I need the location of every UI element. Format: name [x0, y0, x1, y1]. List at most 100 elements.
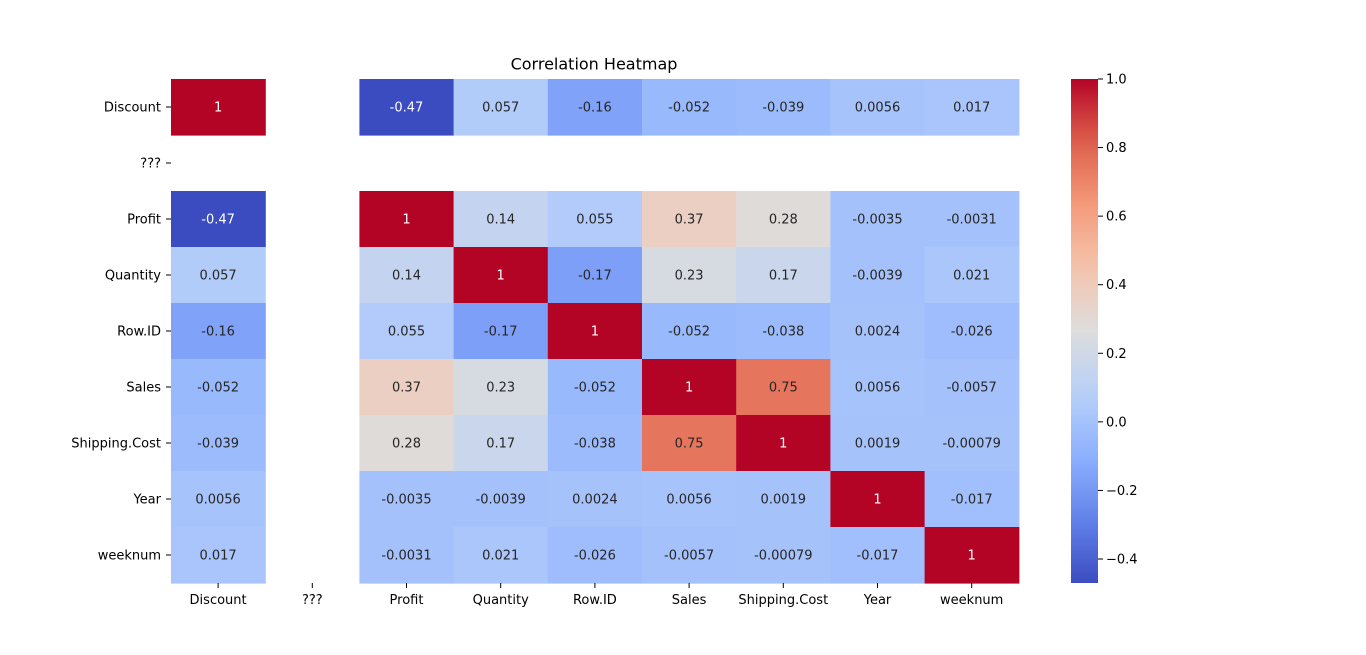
colorbar-tick-label: −0.2	[1106, 484, 1138, 499]
heatmap-cell	[453, 79, 549, 136]
row-label: ???	[140, 157, 161, 172]
heatmap-cell	[547, 527, 643, 584]
chart-title: Correlation Heatmap	[511, 55, 678, 74]
cell-annotation: 0.0056	[855, 101, 901, 116]
cell-annotation: 0.0019	[761, 493, 807, 508]
cell-annotation: -0.47	[390, 101, 424, 116]
cell-annotation: 0.057	[199, 269, 236, 284]
cell-annotation: 0.0056	[195, 493, 241, 508]
column-label: Year	[863, 593, 892, 608]
heatmap-cell	[453, 303, 549, 360]
cell-annotation: -0.038	[574, 437, 616, 452]
row-label: Quantity	[105, 269, 161, 284]
cell-annotation: -0.16	[578, 101, 612, 116]
cell-annotation: -0.017	[951, 493, 993, 508]
cell-annotation: -0.0057	[664, 549, 714, 564]
heatmap-cell	[547, 359, 643, 416]
heatmap-cell	[642, 79, 737, 136]
colorbar-tick-label: 0.4	[1106, 278, 1127, 293]
cell-annotation: 0.0024	[855, 325, 901, 340]
cell-annotation: -0.17	[484, 325, 518, 340]
cell-annotation: 0.14	[392, 269, 421, 284]
heatmap-cell	[359, 191, 455, 248]
cell-annotation: 1	[214, 101, 222, 116]
row-label: Row.ID	[117, 325, 161, 340]
heatmap-cell	[547, 79, 643, 136]
heatmap-cell	[171, 303, 266, 360]
cell-annotation: -0.052	[668, 325, 710, 340]
row-label: Sales	[126, 381, 161, 396]
cell-annotation: 0.055	[576, 213, 613, 228]
heatmap-cell	[171, 247, 266, 304]
heatmap-cell	[642, 247, 737, 304]
cell-annotation: 0.14	[486, 213, 515, 228]
cell-annotation: 0.75	[769, 381, 798, 396]
cell-annotation: 1	[497, 269, 505, 284]
column-label: Sales	[672, 593, 707, 608]
cell-annotation: 1	[402, 213, 410, 228]
cell-annotation: 0.28	[392, 437, 421, 452]
heatmap-cell	[359, 527, 455, 584]
heatmap-cell	[359, 415, 455, 472]
row-label: Shipping.Cost	[71, 437, 161, 452]
heatmap-cell	[171, 415, 266, 472]
cell-annotation: -0.0031	[947, 213, 997, 228]
cell-annotation: 0.017	[199, 549, 236, 564]
heatmap-cell	[359, 303, 455, 360]
cell-annotation: -0.052	[668, 101, 710, 116]
cell-annotation: 0.057	[482, 101, 519, 116]
cell-annotation: -0.16	[201, 325, 235, 340]
column-label: Row.ID	[573, 593, 617, 608]
colorbar-tick-label: 1.0	[1106, 73, 1127, 88]
heatmap-cell	[830, 359, 926, 416]
cell-annotation: 1	[685, 381, 693, 396]
column-label: Shipping.Cost	[738, 593, 828, 608]
heatmap-cell	[830, 415, 926, 472]
cell-annotation: -0.052	[574, 381, 616, 396]
cell-annotation: -0.038	[762, 325, 804, 340]
column-label: weeknum	[940, 593, 1003, 608]
heatmap-cell	[453, 247, 549, 304]
cell-annotation: -0.0035	[381, 493, 431, 508]
colorbar-tick-label: −0.4	[1106, 553, 1138, 568]
heatmap-cell	[171, 471, 266, 528]
heatmap-cell	[547, 303, 643, 360]
heatmap-cell	[642, 527, 737, 584]
cell-annotation: -0.026	[951, 325, 993, 340]
heatmap-cell	[736, 359, 831, 416]
heatmap-cell	[830, 191, 926, 248]
cell-annotation: -0.039	[197, 437, 239, 452]
colorbar-tick-label: 0.2	[1106, 347, 1127, 362]
heatmap-cell	[830, 247, 926, 304]
cell-annotation: -0.00079	[754, 549, 812, 564]
heatmap-cell	[830, 471, 926, 528]
heatmap-cell	[547, 191, 643, 248]
heatmap-cell	[642, 471, 737, 528]
heatmap-cell	[924, 471, 1020, 528]
cell-annotation: 0.23	[675, 269, 704, 284]
cell-annotation: -0.47	[201, 213, 235, 228]
colorbar-gradient	[1071, 79, 1098, 583]
heatmap-cell	[924, 79, 1020, 136]
heatmap-cell	[736, 191, 831, 248]
cell-annotation: -0.0039	[852, 269, 902, 284]
heatmap-cell	[453, 191, 549, 248]
heatmap-cell	[736, 247, 831, 304]
heatmap-cell	[736, 303, 831, 360]
cell-annotation: -0.017	[857, 549, 899, 564]
cell-annotation: 0.23	[486, 381, 515, 396]
cell-annotation: 0.0056	[855, 381, 901, 396]
cell-annotation: 0.0019	[855, 437, 901, 452]
column-label: Profit	[390, 593, 424, 608]
heatmap-cell	[924, 303, 1020, 360]
heatmap-cell	[924, 359, 1020, 416]
cell-annotation: -0.17	[578, 269, 612, 284]
cell-annotation: -0.0057	[947, 381, 997, 396]
heatmap-cell	[547, 471, 643, 528]
heatmap-cell	[924, 191, 1020, 248]
cell-annotation: 1	[873, 493, 881, 508]
row-label: Year	[132, 493, 161, 508]
heatmap-cell	[924, 415, 1020, 472]
cell-annotation: 0.021	[953, 269, 990, 284]
